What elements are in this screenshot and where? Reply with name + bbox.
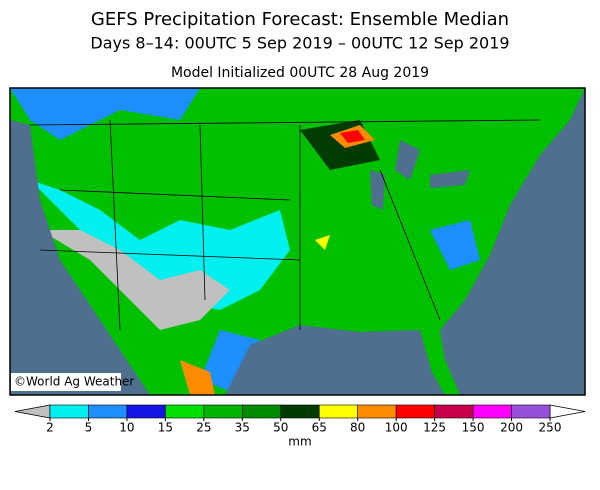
colorbar-over xyxy=(549,404,586,419)
precip-area xyxy=(340,130,365,143)
colorbar-bin xyxy=(434,404,474,419)
colorbar-tick-label: 200 xyxy=(500,421,523,435)
colorbar-tick-label: 100 xyxy=(385,421,408,435)
precip-area xyxy=(180,360,215,395)
colorbar-tick-label: 125 xyxy=(423,421,446,435)
precip-area xyxy=(10,88,200,140)
colorbar-under xyxy=(14,404,51,419)
dry-area xyxy=(40,230,230,330)
init-time: Model Initialized 00UTC 28 Aug 2019 xyxy=(171,65,429,81)
ocean xyxy=(225,325,445,395)
colorbar-bin xyxy=(472,404,512,419)
ocean xyxy=(440,88,585,395)
colorbar-tick-label: 150 xyxy=(462,421,485,435)
credit-box xyxy=(11,373,121,391)
colorbar-tick-label: 50 xyxy=(273,421,288,435)
colorbar-bin xyxy=(242,404,282,419)
colorbar-tick-label: 5 xyxy=(85,421,93,435)
precip-area xyxy=(430,220,480,270)
colorbar-tick-label: 10 xyxy=(119,421,134,435)
colorbar-bin xyxy=(126,404,166,419)
colorbar-tick-label: 250 xyxy=(539,421,562,435)
colorbar-bin xyxy=(318,404,358,419)
map: ©World Ag Weather xyxy=(9,87,586,396)
precip-area xyxy=(30,180,290,310)
precip-area xyxy=(315,235,330,250)
unit-label: mm xyxy=(288,435,311,449)
colorbar-tick-label: 15 xyxy=(158,421,173,435)
colorbar-bin xyxy=(395,404,435,419)
colorbar-bin xyxy=(49,404,89,419)
colorbar-bin xyxy=(203,404,243,419)
colorbar-tick-label: 2 xyxy=(46,421,54,435)
credit: ©World Ag Weather xyxy=(14,375,134,389)
colorbar-tick-label: 25 xyxy=(196,421,211,435)
colorbar-tick-label: 65 xyxy=(312,421,327,435)
subtitle: Days 8–14: 00UTC 5 Sep 2019 – 00UTC 12 S… xyxy=(90,34,509,53)
colorbar-bin xyxy=(165,404,205,419)
state-borders xyxy=(29,119,541,331)
colorbar-bin xyxy=(511,404,551,419)
lake xyxy=(370,140,470,210)
colorbar-bin xyxy=(357,404,397,419)
map-frame xyxy=(9,87,586,396)
colorbar-bin xyxy=(88,404,128,419)
colorbar-bin xyxy=(280,404,320,419)
colorbar-tick-label: 35 xyxy=(235,421,250,435)
title: GEFS Precipitation Forecast: Ensemble Me… xyxy=(91,9,509,30)
colorbar-tick-label: 80 xyxy=(350,421,365,435)
colorbar: 2 5 10 15 25 35 50 65 80 100 125 150 200 250 xyxy=(14,404,586,435)
ocean xyxy=(10,120,150,395)
